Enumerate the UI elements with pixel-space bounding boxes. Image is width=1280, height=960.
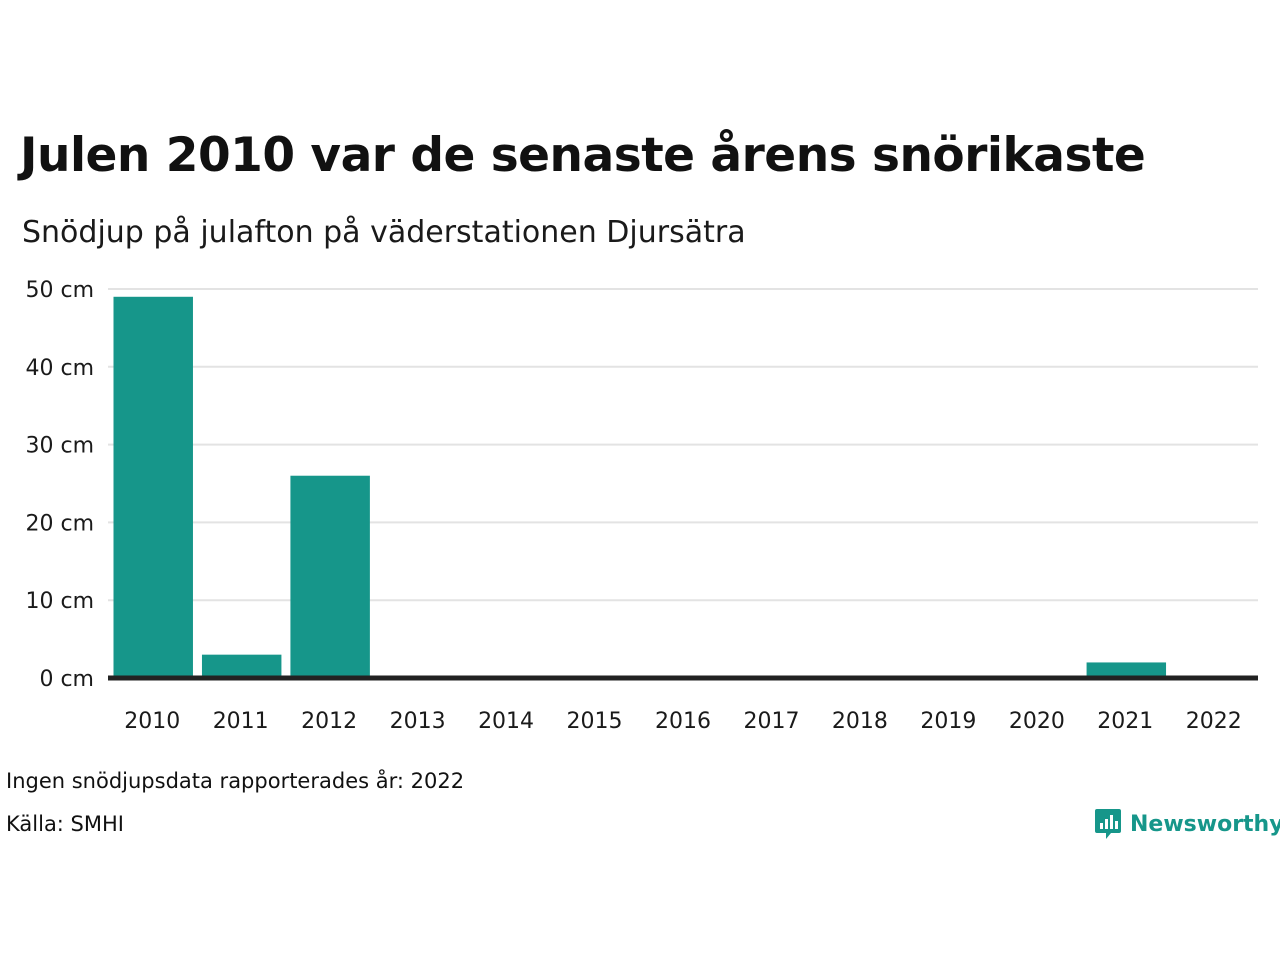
chart-title: Julen 2010 var de senaste årens snörikas… bbox=[20, 128, 1146, 183]
bar-chart: 0 cm 10 cm 20 cm 30 cm 40 cm 50 cm 2010 2011 201… bbox=[25, 278, 1258, 734]
bar bbox=[201, 654, 282, 678]
y-tick-label: 40 cm bbox=[25, 356, 94, 381]
y-tick-label: 30 cm bbox=[25, 434, 94, 459]
x-tick-label: 2016 bbox=[655, 709, 711, 734]
x-tick-label: 2012 bbox=[301, 709, 357, 734]
y-tick-label: 20 cm bbox=[25, 511, 94, 536]
y-tick-label: 0 cm bbox=[39, 667, 94, 692]
x-tick-label: 2020 bbox=[1009, 709, 1065, 734]
bar bbox=[1086, 662, 1167, 678]
bar bbox=[113, 296, 193, 678]
axes: 0 cm 10 cm 20 cm 30 cm 40 cm 50 cm 2010 2011 201… bbox=[25, 278, 1258, 734]
x-tick-label: 2015 bbox=[567, 709, 623, 734]
chart-subtitle: Snödjup på julafton på väderstationen Dj… bbox=[22, 215, 746, 250]
bars bbox=[113, 296, 1167, 678]
x-tick-label: 2021 bbox=[1097, 709, 1153, 734]
brand-name: Newsworthy bbox=[1130, 811, 1280, 837]
x-tick-label: 2022 bbox=[1186, 709, 1242, 734]
gridlines bbox=[108, 288, 1258, 602]
x-tick-label: 2011 bbox=[213, 709, 269, 734]
x-tick-label: 2019 bbox=[920, 709, 976, 734]
source-label: Källa: SMHI bbox=[6, 812, 124, 836]
newsworthy-chart-bubble-icon bbox=[1095, 809, 1121, 839]
x-tick-label: 2018 bbox=[832, 709, 888, 734]
y-tick-label: 10 cm bbox=[25, 589, 94, 614]
x-tick-label: 2010 bbox=[124, 709, 180, 734]
missing-data-note: Ingen snödjupsdata rapporterades år: 202… bbox=[6, 769, 465, 793]
x-tick-label: 2017 bbox=[743, 709, 799, 734]
newsworthy-logo: Newsworthy bbox=[1094, 806, 1280, 842]
bar bbox=[290, 475, 370, 678]
x-tick-label: 2013 bbox=[390, 709, 446, 734]
x-tick-label: 2014 bbox=[478, 709, 534, 734]
y-tick-label: 50 cm bbox=[25, 278, 94, 303]
